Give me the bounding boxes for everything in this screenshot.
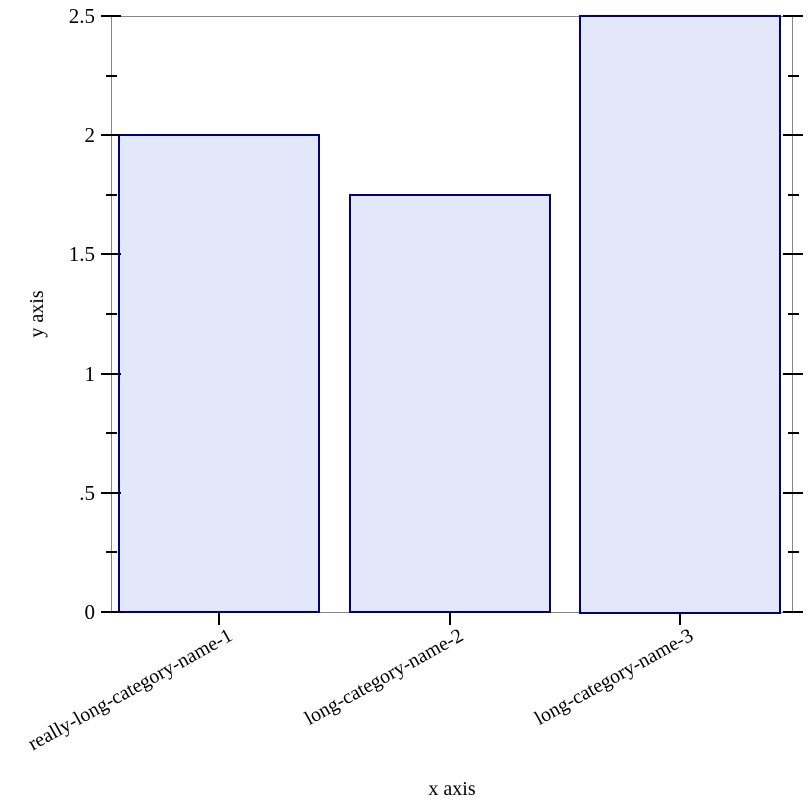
y-minor-tick-left xyxy=(105,551,117,554)
y-minor-tick-right xyxy=(787,74,799,77)
y-major-tick-left xyxy=(101,372,121,375)
y-minor-tick-right xyxy=(787,193,799,196)
y-tick-label: 1 xyxy=(84,361,96,386)
y-minor-tick-left xyxy=(105,74,117,77)
x-category-tick xyxy=(679,612,681,625)
bar-long-category-name-3 xyxy=(579,15,781,614)
x-category-tick xyxy=(218,612,220,625)
y-major-tick-left xyxy=(101,253,121,256)
bar-long-category-name-2 xyxy=(349,193,551,614)
y-tick-label: 2.5 xyxy=(68,4,95,28)
y-axis-title: y axis xyxy=(26,290,48,338)
y-major-tick-left xyxy=(101,15,121,17)
y-tick-label: 2 xyxy=(84,123,96,148)
y-major-tick-right xyxy=(783,611,803,613)
y-minor-tick-left xyxy=(105,313,117,315)
y-minor-tick-right xyxy=(787,551,799,554)
y-major-tick-left xyxy=(101,134,121,137)
y-major-tick-left xyxy=(101,491,121,494)
y-major-tick-right xyxy=(783,372,803,375)
x-category-tick xyxy=(449,612,451,625)
y-tick-label: 0 xyxy=(84,600,96,624)
y-tick-label: .5 xyxy=(79,480,95,505)
x-tick-label-1: really-long-category-name-1 xyxy=(24,624,237,756)
y-major-tick-right xyxy=(783,15,803,17)
y-minor-tick-left xyxy=(105,193,117,196)
y-major-tick-left xyxy=(101,611,121,613)
x-tick-label-2: long-category-name-2 xyxy=(301,624,468,730)
x-tick-label-3: long-category-name-3 xyxy=(531,624,698,730)
bar-really-long-category-name-1 xyxy=(118,134,320,614)
y-minor-tick-right xyxy=(787,313,799,315)
x-axis-title: x axis xyxy=(428,778,476,800)
y-minor-tick-left xyxy=(105,432,117,435)
y-tick-label: 1.5 xyxy=(68,242,95,267)
y-major-tick-right xyxy=(783,253,803,256)
y-major-tick-right xyxy=(783,134,803,137)
y-minor-tick-right xyxy=(787,432,799,435)
y-major-tick-right xyxy=(783,491,803,494)
